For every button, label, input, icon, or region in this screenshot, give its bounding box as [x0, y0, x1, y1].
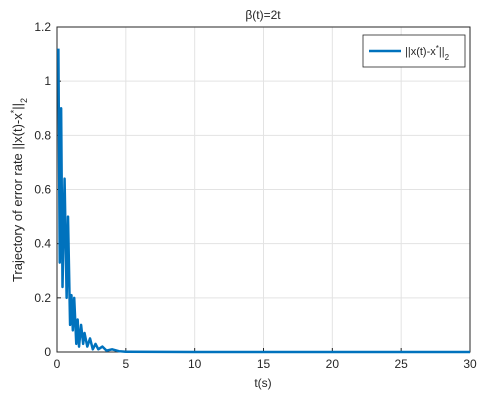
y-label-text: Trajectory of error rate ||x(t)-x	[10, 113, 25, 282]
data-line	[57, 48, 470, 354]
legend-label-part: ||	[439, 46, 445, 58]
legend: ||x(t)-x*||2	[362, 34, 466, 68]
y-tick-label: 0.4	[34, 237, 51, 251]
y-tick-label: 0.8	[34, 128, 51, 142]
y-tick-label: 1.2	[34, 20, 51, 34]
x-tick-label: 5	[122, 357, 129, 371]
y-axis-label: Trajectory of error rate ||x(t)-x*||2	[9, 98, 29, 282]
y-tick-label: 0.6	[34, 183, 51, 197]
x-axis-label: t(s)	[254, 376, 271, 390]
x-tick-label: 15	[257, 357, 271, 371]
legend-label: ||x(t)-x*||2	[405, 44, 450, 62]
x-tick-label: 0	[54, 357, 61, 371]
legend-label-part: 2	[445, 53, 450, 62]
y-label-sub: 2	[19, 98, 29, 103]
y-tick-label: 1	[44, 74, 51, 88]
x-tick-label: 30	[463, 357, 477, 371]
y-label-text: ||	[10, 103, 25, 110]
legend-label-part: ||x(t)-x	[405, 46, 436, 58]
y-tick-label: 0	[44, 345, 51, 359]
y-label-sup: *	[9, 109, 19, 113]
x-tick-label: 10	[188, 357, 202, 371]
y-tick-label: 0.2	[34, 291, 51, 305]
chart-title: β(t)=2t	[245, 8, 281, 22]
legend-label-part: *	[436, 44, 439, 53]
x-tick-label: 25	[394, 357, 408, 371]
x-tick-label: 20	[326, 357, 340, 371]
